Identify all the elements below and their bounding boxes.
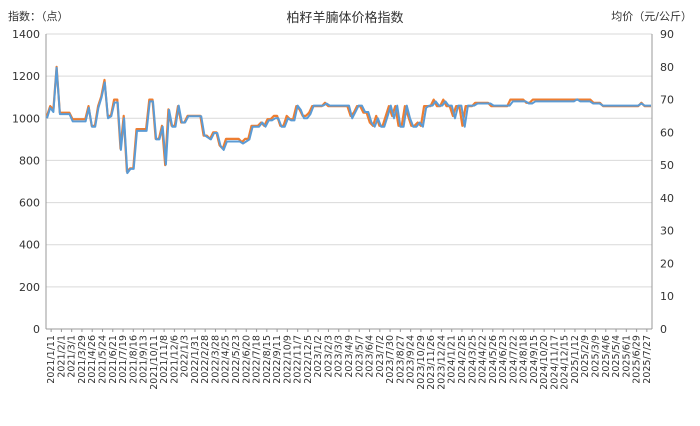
x-tick-label: 2024/7/22 [508, 335, 519, 384]
right-y-tick-label: 0 [660, 323, 667, 336]
right-axis-label: 均价（元/公斤） [611, 10, 692, 23]
x-tick-label: 2023/7/2 [375, 335, 386, 378]
x-tick-label: 2021/6/21 [108, 335, 119, 384]
x-tick-label: 2024/11/17 [549, 335, 560, 390]
x-tick-label: 2024/9/15 [529, 335, 540, 384]
x-tick-label: 2022/2/28 [200, 335, 211, 384]
x-tick-label: 2021/1/11 [46, 335, 57, 384]
x-tick-label: 2023/7/30 [385, 335, 396, 384]
left-y-tick-label: 1200 [12, 70, 40, 83]
left-y-tick-label: 1400 [12, 28, 40, 41]
x-tick-label: 2021/8/16 [128, 335, 139, 384]
left-y-tick-label: 0 [33, 323, 40, 336]
left-y-tick-label: 200 [19, 281, 40, 294]
x-tick-label: 2022/1/31 [190, 335, 201, 384]
x-tick-label: 2022/7/18 [252, 335, 263, 384]
x-tick-label: 2021/12/6 [169, 335, 180, 384]
left-y-tick-label: 600 [19, 197, 40, 210]
x-tick-label: 2023/5/7 [354, 335, 365, 378]
gridlines [46, 33, 652, 330]
x-tick-label: 2025/1/12 [570, 335, 581, 384]
x-tick-label: 2021/4/26 [87, 335, 98, 384]
x-tick-label: 2022/10/9 [282, 335, 293, 384]
x-tick-label: 2025/5/4 [611, 335, 622, 378]
x-tick-label: 2025/6/1 [621, 335, 632, 378]
x-tick-label: 2022/12/5 [303, 335, 314, 384]
x-tick-label: 2021/3/29 [77, 335, 88, 384]
axes [45, 34, 653, 330]
x-tick-label: 2023/12/24 [436, 335, 447, 390]
x-tick-label: 2021/2/1 [56, 335, 67, 378]
left-y-tick-label: 400 [19, 239, 40, 252]
x-tick-label: 2023/2/3 [323, 335, 334, 378]
price-series-line [45, 65, 651, 173]
x-tick-label: 2022/6/20 [241, 335, 252, 384]
x-tick-label: 2024/2/25 [457, 335, 468, 384]
series [45, 65, 651, 175]
x-tick-label: 2022/5/23 [231, 335, 242, 384]
x-tick-label: 2022/11/7 [293, 335, 304, 384]
left-axis-label: 指数：（点） [8, 9, 69, 23]
x-tick-label: 2022/8/15 [262, 335, 273, 384]
left-y-tick-label: 1000 [12, 112, 40, 125]
x-tick-label: 2025/4/6 [601, 335, 612, 378]
x-tick-label: 2024/6/23 [498, 335, 509, 384]
x-tick-label: 2025/7/27 [642, 335, 653, 384]
x-tick-label: 2022/4/25 [221, 335, 232, 384]
right-y-tick-label: 80 [660, 61, 674, 74]
x-tick-label: 2023/1/2 [313, 335, 324, 378]
x-tick-label: 2023/4/9 [344, 335, 355, 378]
x-tick-label: 2023/10/29 [416, 335, 427, 390]
x-tick-label: 2022/9/11 [272, 335, 283, 384]
left-y-ticks: 0 200 400 600 800 1000 1200 1400 [12, 28, 40, 336]
x-tick-label: 2021/7/19 [118, 335, 129, 384]
right-y-tick-label: 60 [660, 126, 674, 139]
x-tick-label: 2024/10/20 [539, 335, 550, 390]
x-tick-label: 2023/8/27 [395, 335, 406, 384]
right-y-tick-label: 10 [660, 290, 674, 303]
x-tick-label: 2025/3/9 [591, 335, 602, 378]
right-y-tick-label: 20 [660, 257, 674, 270]
x-tick-label: 2024/4/22 [478, 335, 489, 384]
x-tick-label: 2024/8/18 [519, 335, 530, 384]
index-series-line [46, 66, 651, 175]
x-tick-label: 2021/10/11 [149, 335, 160, 390]
chart-title: 柏籽羊腩体价格指数 [286, 10, 403, 26]
x-tick-label: 2024/1/21 [447, 335, 458, 384]
x-tick-label: 2023/11/26 [426, 335, 437, 390]
right-y-tick-label: 70 [660, 94, 674, 107]
x-tick-label: 2021/9/13 [139, 335, 150, 384]
x-tick-label: 2025/2/9 [580, 335, 591, 378]
x-tick-label: 2023/3/3 [334, 335, 345, 378]
right-y-tick-label: 90 [660, 28, 674, 41]
right-y-tick-label: 40 [660, 192, 674, 205]
x-tick-label: 2023/6/4 [365, 335, 376, 378]
x-tick-label: 2022/1/3 [180, 335, 191, 378]
x-tick-label: 2021/3/1 [67, 335, 78, 378]
x-tick-label: 2022/3/28 [210, 335, 221, 384]
x-ticks: 2021/1/11 2021/2/1 2021/3/1 2021/3/29 2021/4… [46, 329, 653, 390]
left-y-tick-label: 800 [19, 154, 40, 167]
x-tick-label: 2024/3/25 [467, 335, 478, 384]
x-tick-label: 2024/12/15 [560, 335, 571, 390]
x-tick-label: 2025/6/29 [632, 335, 643, 384]
x-tick-label: 2021/11/8 [159, 335, 170, 384]
x-tick-label: 2021/5/24 [97, 335, 108, 384]
x-tick-label: 2024/5/26 [488, 335, 499, 384]
right-y-tick-label: 50 [660, 159, 674, 172]
right-y-tick-label: 30 [660, 225, 674, 238]
x-tick-label: 2023/9/24 [406, 335, 417, 384]
right-y-ticks: 0 10 20 30 40 50 60 70 80 90 [660, 28, 674, 336]
